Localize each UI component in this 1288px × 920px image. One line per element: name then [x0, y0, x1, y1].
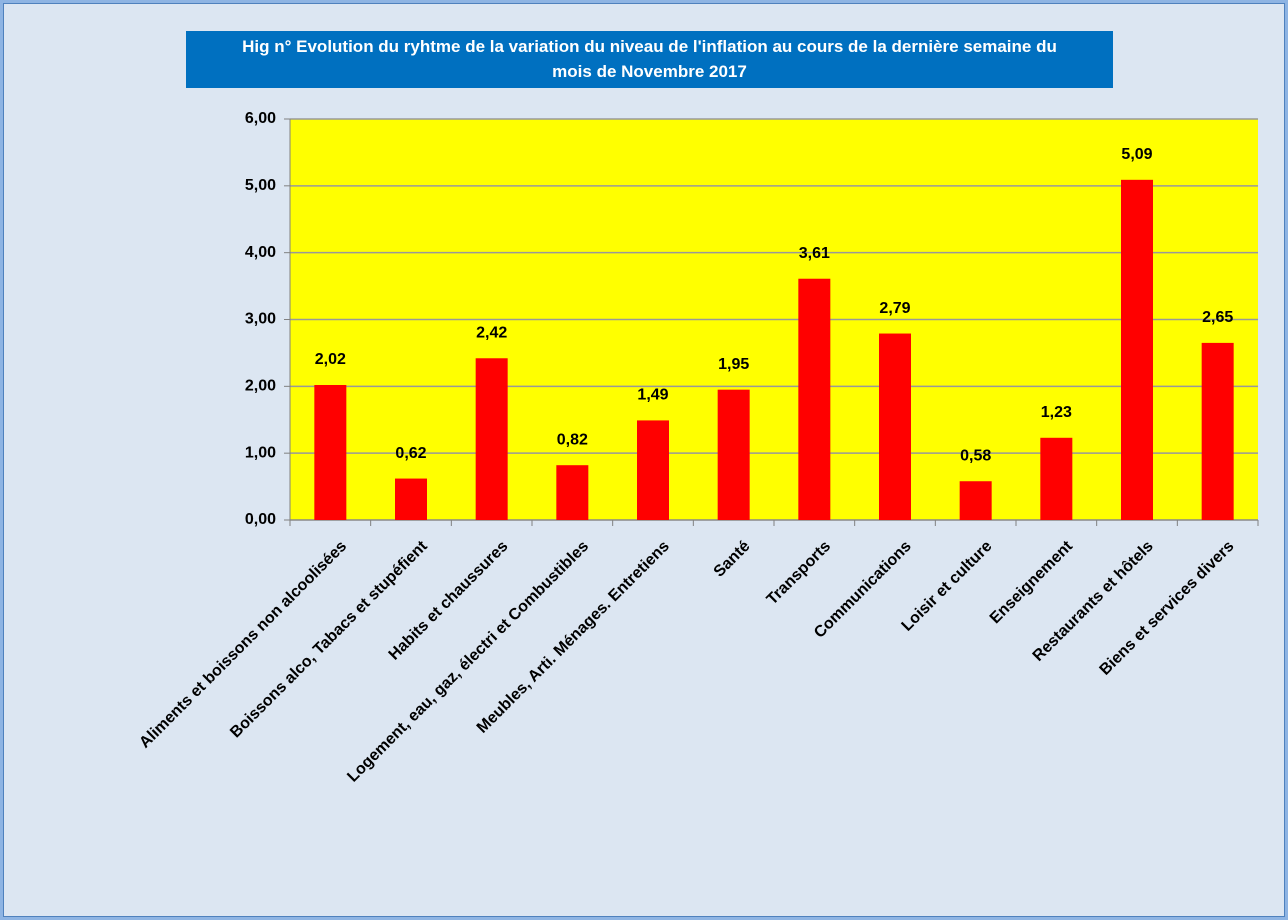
data-label: 2,79 — [879, 300, 910, 317]
x-tick-label: Biens et services divers — [1097, 538, 1238, 679]
y-tick-label: 3,00 — [245, 311, 276, 328]
x-tick-label: Santé — [711, 538, 754, 581]
bar — [1201, 342, 1234, 520]
bar — [1121, 179, 1153, 520]
x-tick-label: Enseignement — [987, 537, 1077, 627]
bar — [637, 420, 669, 520]
data-label: 2,02 — [315, 351, 346, 368]
y-tick-label: 0,00 — [245, 511, 276, 528]
y-tick-label: 6,00 — [245, 110, 276, 127]
bar — [395, 478, 427, 520]
bar — [556, 465, 589, 520]
data-label: 5,09 — [1121, 146, 1152, 163]
bar — [475, 358, 508, 520]
bar — [314, 384, 347, 520]
chart-title: Hig n° Evolution du ryhtme de la variati… — [186, 31, 1113, 88]
bar — [717, 389, 750, 520]
bar — [1040, 437, 1073, 520]
y-tick-label: 2,00 — [245, 378, 276, 395]
bar — [959, 481, 992, 520]
y-tick-label: 1,00 — [245, 444, 276, 461]
x-tick-label: Transports — [764, 538, 835, 609]
data-label: 0,58 — [960, 447, 991, 464]
data-label: 0,82 — [557, 431, 588, 448]
data-label: 1,49 — [637, 387, 668, 404]
bar — [879, 333, 911, 520]
data-label: 2,65 — [1202, 309, 1233, 326]
data-label: 2,42 — [476, 324, 507, 341]
y-tick-label: 4,00 — [245, 244, 276, 261]
data-label: 1,23 — [1041, 404, 1072, 421]
data-label: 3,61 — [799, 245, 830, 262]
bar — [798, 278, 831, 520]
x-tick-label: Loisir et culture — [899, 538, 996, 635]
data-label: 0,62 — [395, 445, 426, 462]
y-tick-label: 5,00 — [245, 177, 276, 194]
data-label: 1,95 — [718, 356, 749, 373]
